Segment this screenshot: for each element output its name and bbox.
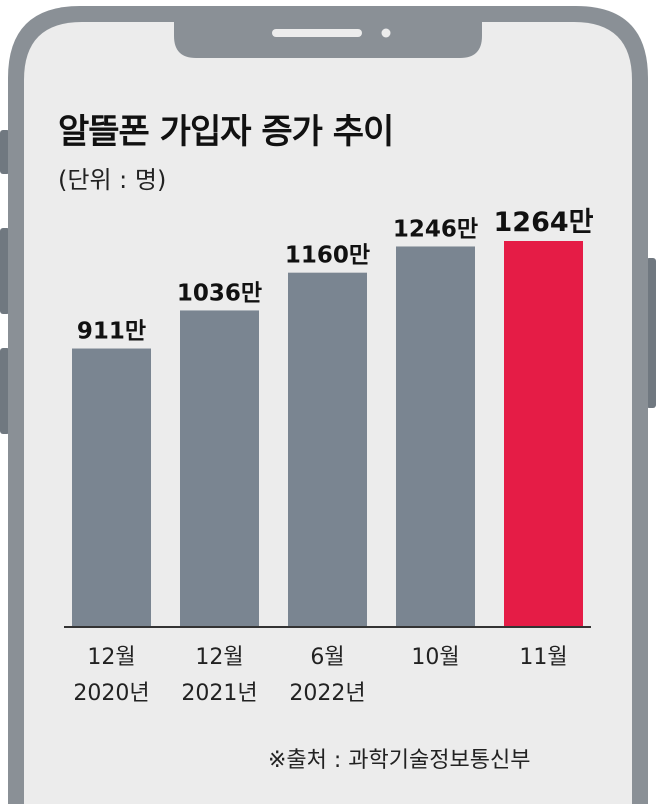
chart-title: 알뜰폰 가입자 증가 추이 [58, 112, 394, 152]
bar [180, 310, 259, 626]
x-tick-label: 12월 [195, 645, 243, 670]
x-tick-label: 2022년 [289, 681, 365, 706]
x-tick-label: 12월 [87, 645, 135, 670]
data-label: 1160만 [285, 243, 370, 269]
bar [288, 272, 367, 626]
data-label: 1246만 [393, 216, 478, 242]
data-label: 1264만 [494, 207, 594, 238]
speaker-grille [272, 29, 362, 37]
data-label: 1036만 [177, 280, 262, 306]
side-button [0, 228, 10, 314]
x-tick-label: 10월 [411, 645, 459, 670]
side-button [0, 348, 10, 434]
phone-notch [174, 22, 482, 58]
camera-dot [381, 28, 391, 38]
x-tick-label: 6월 [310, 645, 344, 670]
unit-label: (단위 : 명) [58, 166, 167, 194]
side-button [646, 258, 656, 408]
side-button [0, 130, 10, 174]
bar [504, 241, 583, 626]
source-note: ※출처 : 과학기술정보통신부 [268, 748, 531, 773]
bar [72, 348, 151, 626]
x-tick-label: 2020년 [73, 681, 149, 706]
bar [396, 246, 475, 626]
x-tick-label: 11월 [519, 645, 567, 670]
data-label: 911만 [77, 319, 146, 345]
x-tick-label: 2021년 [181, 681, 257, 706]
